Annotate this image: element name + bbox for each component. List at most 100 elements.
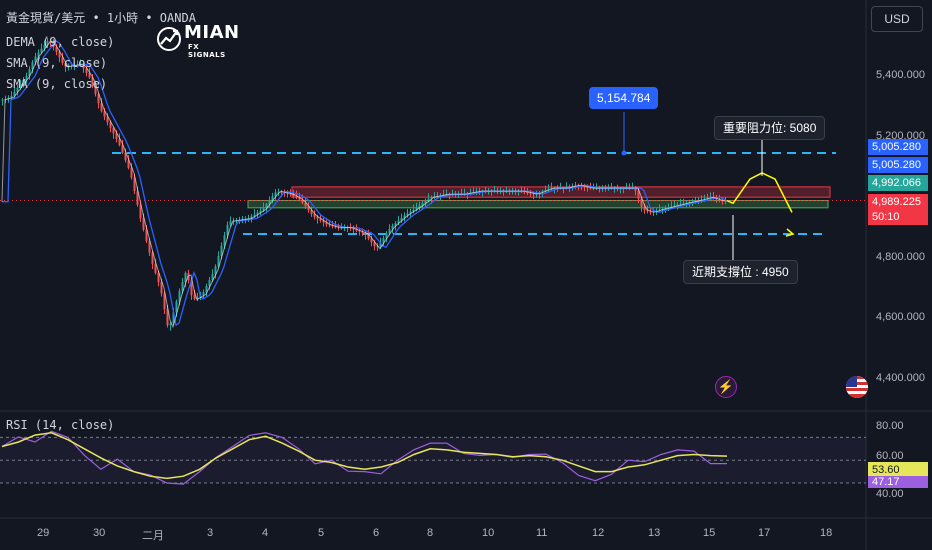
candle-body bbox=[313, 214, 316, 217]
candle-body bbox=[334, 226, 337, 228]
ma-price-label: 4,992.066 bbox=[868, 175, 928, 191]
candle-body bbox=[391, 225, 394, 230]
candle-body bbox=[385, 233, 388, 239]
time-tick-29: 29 bbox=[37, 527, 50, 539]
candle-body bbox=[82, 63, 85, 69]
symbol-title[interactable]: 黃金現貨/美元 • 1小時 • OANDA bbox=[6, 11, 196, 25]
time-tick-11: 11 bbox=[536, 527, 548, 539]
logo-emblem-icon bbox=[157, 27, 181, 51]
resistance-callout[interactable]: 重要阻力位: 5080 bbox=[714, 116, 826, 140]
candle-body bbox=[169, 323, 172, 326]
candle-body bbox=[277, 191, 280, 193]
candle-body bbox=[583, 186, 586, 188]
candle-body bbox=[226, 224, 229, 236]
candle-body bbox=[91, 77, 94, 86]
candle-body bbox=[208, 280, 211, 287]
target-dot bbox=[621, 150, 627, 156]
candle-body bbox=[634, 188, 637, 191]
candle-body bbox=[64, 63, 67, 67]
candle-body bbox=[112, 127, 115, 134]
resistance-price-label-1: 5,005.280 bbox=[868, 139, 928, 155]
candle-body bbox=[301, 199, 304, 203]
candle-body bbox=[373, 242, 376, 247]
candle-body bbox=[187, 272, 190, 281]
candle-body bbox=[214, 266, 217, 274]
candle-body bbox=[646, 210, 649, 212]
candle-body bbox=[259, 210, 262, 213]
candle-body bbox=[532, 193, 535, 195]
candle-body bbox=[721, 200, 724, 202]
candle-body bbox=[184, 272, 187, 283]
countdown-label: 50:10 bbox=[868, 209, 928, 225]
indicator-dema-label[interactable]: DEMA (9, close) bbox=[6, 35, 115, 49]
candle-body bbox=[280, 191, 283, 193]
candle-body bbox=[160, 282, 163, 294]
indicator-sma-label-1[interactable]: SMA (9, close) bbox=[6, 56, 108, 70]
candle-body bbox=[61, 57, 64, 64]
time-tick-18: 18 bbox=[820, 527, 833, 539]
rsi-tick-40: 40.00 bbox=[876, 488, 904, 500]
flash-icon[interactable]: ⚡ bbox=[715, 376, 737, 398]
candle-body bbox=[250, 216, 253, 219]
candle-body bbox=[640, 198, 643, 207]
candle-body bbox=[142, 218, 145, 230]
brand-logo: MIAN FX SIGNALS bbox=[156, 22, 239, 59]
candle-body bbox=[31, 62, 34, 70]
candle-body bbox=[322, 220, 325, 223]
candle-body bbox=[121, 145, 124, 153]
candle-body bbox=[46, 40, 49, 45]
candle-body bbox=[541, 191, 544, 193]
time-tick-12: 12 bbox=[592, 527, 605, 539]
candle-body bbox=[154, 263, 157, 273]
candle-body bbox=[175, 301, 178, 313]
candle-body bbox=[715, 198, 718, 200]
candle-body bbox=[406, 213, 409, 216]
candle-body bbox=[418, 205, 421, 208]
candle-body bbox=[424, 200, 427, 204]
us-flag-icon[interactable] bbox=[846, 376, 868, 398]
last-price-label: 4,989.225 bbox=[868, 194, 928, 210]
candle-body bbox=[592, 188, 595, 190]
candle-body bbox=[85, 68, 88, 73]
rsi-ma-line bbox=[1, 432, 728, 480]
candle-body bbox=[40, 48, 43, 53]
candle-body bbox=[136, 191, 139, 205]
candle-body bbox=[166, 309, 169, 326]
time-tick-10: 10 bbox=[482, 527, 495, 539]
time-tick-feb: 二月 bbox=[142, 530, 164, 542]
time-tick-15: 15 bbox=[703, 527, 716, 539]
currency-button[interactable]: USD bbox=[871, 6, 923, 32]
candle-body bbox=[163, 293, 166, 310]
candle-body bbox=[7, 97, 10, 99]
candle-body bbox=[319, 218, 322, 221]
rsi-ma-value-label: 53.60 bbox=[868, 462, 928, 478]
candle-body bbox=[58, 51, 61, 58]
candle-body bbox=[526, 192, 529, 194]
candle-body bbox=[220, 245, 223, 257]
candle-body bbox=[637, 190, 640, 199]
candle-body bbox=[13, 91, 16, 96]
candle-body bbox=[643, 206, 646, 211]
candle-body bbox=[196, 297, 199, 300]
candle-body bbox=[421, 203, 424, 206]
candle-body bbox=[400, 217, 403, 221]
candle-body bbox=[115, 133, 118, 139]
rsi-label[interactable]: RSI (14, close) bbox=[6, 418, 115, 432]
candle-body bbox=[379, 242, 382, 248]
candle-body bbox=[10, 95, 13, 98]
price-tick-4600: 4,600.000 bbox=[876, 311, 925, 323]
candle-body bbox=[523, 191, 526, 193]
candle-body bbox=[148, 241, 151, 253]
candle-body bbox=[304, 202, 307, 207]
candle-body bbox=[22, 79, 25, 84]
time-tick-5: 5 bbox=[318, 527, 325, 539]
support-callout[interactable]: 近期支撐位 : 4950 bbox=[683, 260, 798, 284]
candle-body bbox=[133, 177, 136, 192]
price-tick-5400: 5,400.000 bbox=[876, 69, 925, 81]
indicator-sma-label-2[interactable]: SMA (9, close) bbox=[6, 77, 108, 91]
dema-line bbox=[1, 40, 726, 329]
target-price-callout[interactable]: 5,154.784 bbox=[589, 87, 659, 109]
candle-body bbox=[34, 56, 37, 63]
candle-body bbox=[298, 197, 301, 200]
time-tick-3: 3 bbox=[207, 527, 214, 539]
